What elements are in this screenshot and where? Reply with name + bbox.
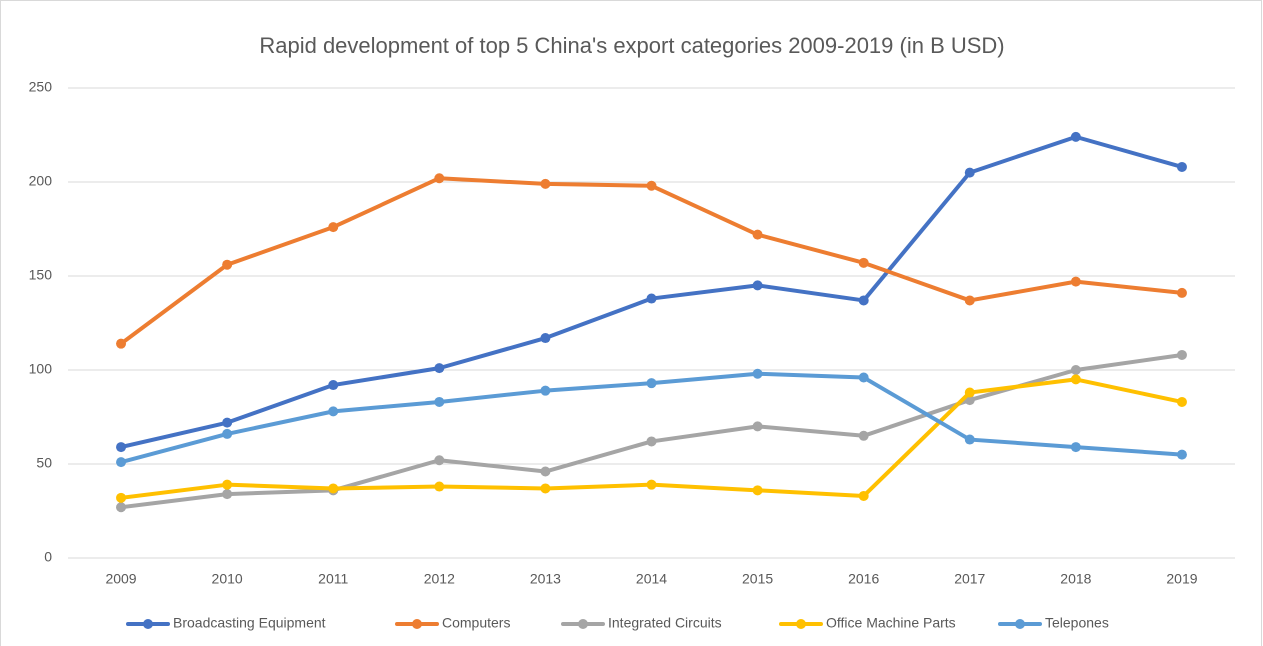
point-marker (1176, 161, 1187, 172)
point-marker (328, 380, 339, 391)
point-marker (1176, 349, 1187, 360)
point-marker (1070, 276, 1081, 287)
point-marker (222, 489, 233, 500)
point-marker (434, 455, 445, 466)
point-marker (1070, 365, 1081, 375)
x-tick-label: 2013 (530, 571, 561, 587)
y-tick-label: 150 (29, 267, 53, 283)
x-tick-label: 2012 (424, 571, 455, 587)
legend-marker (143, 619, 153, 629)
x-tick-label: 2017 (954, 571, 985, 587)
point-marker (752, 485, 763, 496)
x-tick-label: 2010 (212, 571, 243, 587)
point-marker (328, 483, 339, 494)
legend-marker (796, 619, 806, 629)
point-marker (964, 387, 975, 398)
legend-label: Integrated Circuits (608, 615, 722, 631)
point-marker (752, 280, 763, 291)
x-tick-label: 2016 (848, 571, 879, 587)
point-marker (540, 483, 551, 494)
legend-marker (1015, 619, 1025, 629)
legend-label: Office Machine Parts (826, 615, 956, 631)
point-marker (646, 180, 657, 191)
point-marker (752, 229, 763, 240)
point-marker (858, 295, 869, 306)
point-marker (434, 481, 445, 492)
point-marker (434, 363, 445, 374)
x-tick-label: 2018 (1060, 571, 1091, 587)
point-marker (964, 434, 975, 445)
y-tick-label: 200 (29, 173, 53, 189)
point-marker (646, 378, 657, 389)
x-tick-label: 2014 (636, 571, 667, 587)
point-marker (1176, 449, 1187, 460)
y-tick-label: 250 (29, 79, 53, 95)
point-marker (116, 457, 127, 468)
point-marker (964, 295, 975, 306)
point-marker (1176, 396, 1187, 407)
point-marker (964, 167, 975, 178)
x-tick-label: 2015 (742, 571, 773, 587)
point-marker (222, 428, 233, 439)
point-marker (646, 479, 657, 490)
point-marker (116, 338, 127, 349)
x-tick-label: 2009 (105, 571, 136, 587)
point-marker (328, 222, 339, 233)
legend-label: Broadcasting Equipment (173, 615, 326, 631)
point-marker (858, 490, 869, 501)
point-marker (646, 436, 657, 447)
legend-label: Computers (442, 615, 510, 631)
point-marker (1176, 287, 1187, 298)
legend-marker (412, 619, 422, 629)
point-marker (222, 259, 233, 270)
point-marker (434, 396, 445, 407)
point-marker (434, 173, 445, 184)
point-marker (752, 421, 763, 432)
point-marker (646, 293, 657, 304)
y-tick-label: 50 (36, 455, 52, 471)
legend-marker (578, 619, 588, 629)
point-marker (858, 430, 869, 441)
legend-label: Telepones (1045, 615, 1109, 631)
point-marker (1070, 131, 1081, 142)
point-marker (858, 257, 869, 268)
point-marker (116, 442, 127, 453)
point-marker (328, 406, 339, 417)
y-tick-label: 0 (44, 549, 52, 565)
point-marker (222, 417, 233, 428)
point-marker (752, 368, 763, 379)
chart-title: Rapid development of top 5 China's expor… (259, 33, 1004, 58)
point-marker (540, 385, 551, 396)
point-marker (116, 502, 127, 513)
point-marker (1070, 442, 1081, 453)
y-tick-label: 100 (29, 361, 53, 377)
point-marker (1070, 374, 1081, 385)
x-tick-label: 2011 (318, 571, 348, 587)
point-marker (858, 372, 869, 383)
point-marker (222, 479, 233, 490)
point-marker (540, 178, 551, 189)
point-marker (540, 466, 551, 477)
point-marker (116, 492, 127, 503)
x-tick-label: 2019 (1166, 571, 1197, 587)
point-marker (540, 333, 551, 344)
